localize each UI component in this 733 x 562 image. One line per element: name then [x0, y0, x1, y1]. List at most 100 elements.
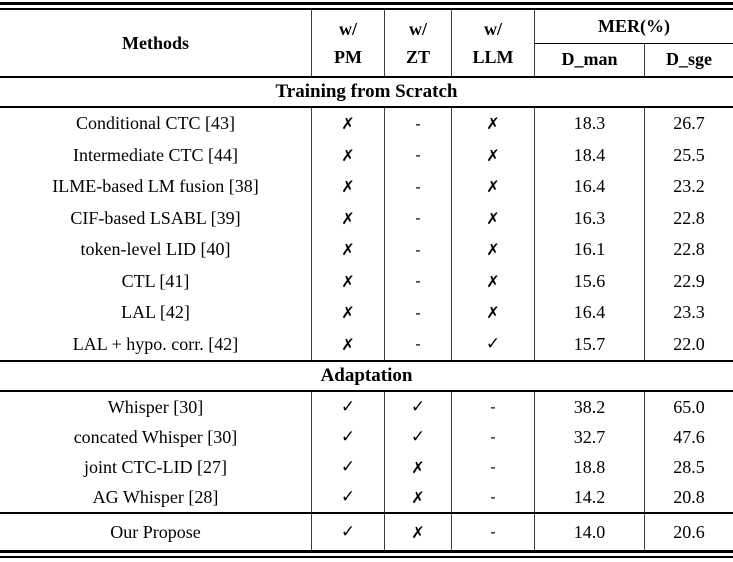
- d-sge-value: 25.5: [673, 144, 705, 165]
- zt-mark: ✓: [385, 422, 452, 452]
- table-header: Methods w/ PM w/ ZT w/ LLM MER(%) D_man …: [0, 10, 733, 76]
- table-row: token-level LID [40] ✗ - ✗ 16.1 22.8: [0, 234, 733, 266]
- llm-mark: -: [452, 482, 535, 512]
- column-header-d-sge: D_sge: [666, 49, 712, 70]
- d-sge-value: 22.0: [673, 333, 705, 354]
- method-cell: Intermediate CTC [44]: [0, 139, 312, 171]
- d-sge-value: 47.6: [673, 426, 705, 447]
- method-cell: Whisper [30]: [0, 392, 312, 422]
- llm-mark: ✓: [452, 328, 535, 360]
- table-row: Intermediate CTC [44] ✗ - ✗ 18.4 25.5: [0, 139, 733, 171]
- table-row: joint CTC-LID [27] ✓ ✗ - 18.8 28.5: [0, 452, 733, 482]
- table-row: LAL + hypo. corr. [42] ✗ - ✓ 15.7 22.0: [0, 328, 733, 360]
- zt-mark: -: [385, 297, 452, 329]
- table-row: CTL [41] ✗ - ✗ 15.6 22.9: [0, 265, 733, 297]
- pm-mark: ✗: [312, 202, 385, 234]
- section2-divider-rule: [0, 390, 733, 392]
- d-man-value: 18.4: [535, 139, 645, 171]
- llm-mark: ✗: [452, 234, 535, 266]
- llm-mark: ✗: [452, 297, 535, 329]
- d-sge-value: 20.6: [673, 521, 705, 542]
- zt-mark: ✗: [385, 514, 452, 550]
- pm-mark: ✗: [312, 328, 385, 360]
- table-row: LAL [42] ✗ - ✗ 16.4 23.3: [0, 297, 733, 329]
- pm-mark: ✗: [312, 171, 385, 203]
- d-man-value: 16.4: [535, 171, 645, 203]
- llm-header-top: w/: [484, 18, 502, 39]
- method-cell: concated Whisper [30]: [0, 422, 312, 452]
- mer-subheader: D_man D_sge: [535, 43, 733, 76]
- d-sge-value: 22.8: [673, 239, 705, 260]
- table-row: concated Whisper [30] ✓ ✓ - 32.7 47.6: [0, 422, 733, 452]
- column-header-zt: w/ ZT: [385, 10, 452, 76]
- pm-mark: ✗: [312, 108, 385, 140]
- table-row: CIF-based LSABL [39] ✗ - ✗ 16.3 22.8: [0, 202, 733, 234]
- d-man-value: 15.7: [535, 328, 645, 360]
- column-header-llm: w/ LLM: [452, 10, 535, 76]
- method-cell: LAL [42]: [0, 297, 312, 329]
- llm-mark: -: [452, 422, 535, 452]
- table-row: Conditional CTC [43] ✗ - ✗ 18.3 26.7: [0, 108, 733, 140]
- d-sge-value: 22.8: [673, 207, 705, 228]
- d-man-value: 14.0: [535, 514, 645, 550]
- pm-mark: ✓: [312, 482, 385, 512]
- bottom-rule-inner: [0, 550, 733, 553]
- method-cell: Our Propose: [0, 514, 312, 550]
- d-man-value: 38.2: [535, 392, 645, 422]
- d-man-value: 32.7: [535, 422, 645, 452]
- method-cell: LAL + hypo. corr. [42]: [0, 328, 312, 360]
- pm-mark: ✓: [312, 452, 385, 482]
- d-sge-value: 23.3: [673, 302, 705, 323]
- column-header-mer: MER(%) D_man D_sge: [535, 10, 733, 76]
- zt-mark: ✗: [385, 482, 452, 512]
- section2-top-rule: [0, 360, 733, 362]
- d-sge-value: 23.2: [673, 176, 705, 197]
- pm-header-top: w/: [339, 18, 357, 39]
- pm-mark: ✓: [312, 422, 385, 452]
- pm-mark: ✗: [312, 139, 385, 171]
- llm-mark: ✗: [452, 139, 535, 171]
- d-man-value: 16.3: [535, 202, 645, 234]
- zt-mark: -: [385, 202, 452, 234]
- section-title-adaptation: Adaptation: [320, 365, 413, 386]
- pm-mark: ✗: [312, 234, 385, 266]
- d-sge-value: 26.7: [673, 113, 705, 134]
- zt-header-top: w/: [409, 18, 427, 39]
- zt-mark: -: [385, 108, 452, 140]
- d-man-value: 16.4: [535, 297, 645, 329]
- llm-mark: ✗: [452, 202, 535, 234]
- proposed-method-row: Our Propose ✓ ✗ - 14.0 20.6: [0, 514, 733, 550]
- section1-divider-rule: [0, 106, 733, 108]
- method-cell: joint CTC-LID [27]: [0, 452, 312, 482]
- top-rule-inner: [0, 8, 733, 10]
- llm-mark: ✗: [452, 108, 535, 140]
- pm-mark: ✗: [312, 265, 385, 297]
- zt-header-bottom: ZT: [405, 46, 430, 67]
- proposed-row-divider-rule: [0, 512, 733, 514]
- d-sge-value: 20.8: [673, 486, 705, 507]
- column-header-pm: w/ PM: [312, 10, 385, 76]
- llm-mark: -: [452, 392, 535, 422]
- d-man-value: 18.3: [535, 108, 645, 140]
- d-sge-value: 28.5: [673, 456, 705, 477]
- zt-mark: -: [385, 234, 452, 266]
- method-cell: CIF-based LSABL [39]: [0, 202, 312, 234]
- zt-mark: ✓: [385, 392, 452, 422]
- mer-label: MER(%): [535, 10, 733, 44]
- zt-mark: -: [385, 171, 452, 203]
- section-title-training-from-scratch: Training from Scratch: [275, 81, 458, 102]
- methods-column-header: Methods: [0, 10, 312, 76]
- d-man-value: 18.8: [535, 452, 645, 482]
- pm-mark: ✓: [312, 392, 385, 422]
- method-cell: CTL [41]: [0, 265, 312, 297]
- header-divider-rule: [0, 76, 733, 78]
- top-rule-outer: [0, 2, 733, 5]
- d-sge-value: 22.9: [673, 270, 705, 291]
- d-man-value: 15.6: [535, 265, 645, 297]
- d-sge-value: 65.0: [673, 396, 705, 417]
- table-row: AG Whisper [28] ✓ ✗ - 14.2 20.8: [0, 482, 733, 512]
- pm-mark: ✓: [312, 514, 385, 550]
- pm-mark: ✗: [312, 297, 385, 329]
- llm-mark: -: [452, 514, 535, 550]
